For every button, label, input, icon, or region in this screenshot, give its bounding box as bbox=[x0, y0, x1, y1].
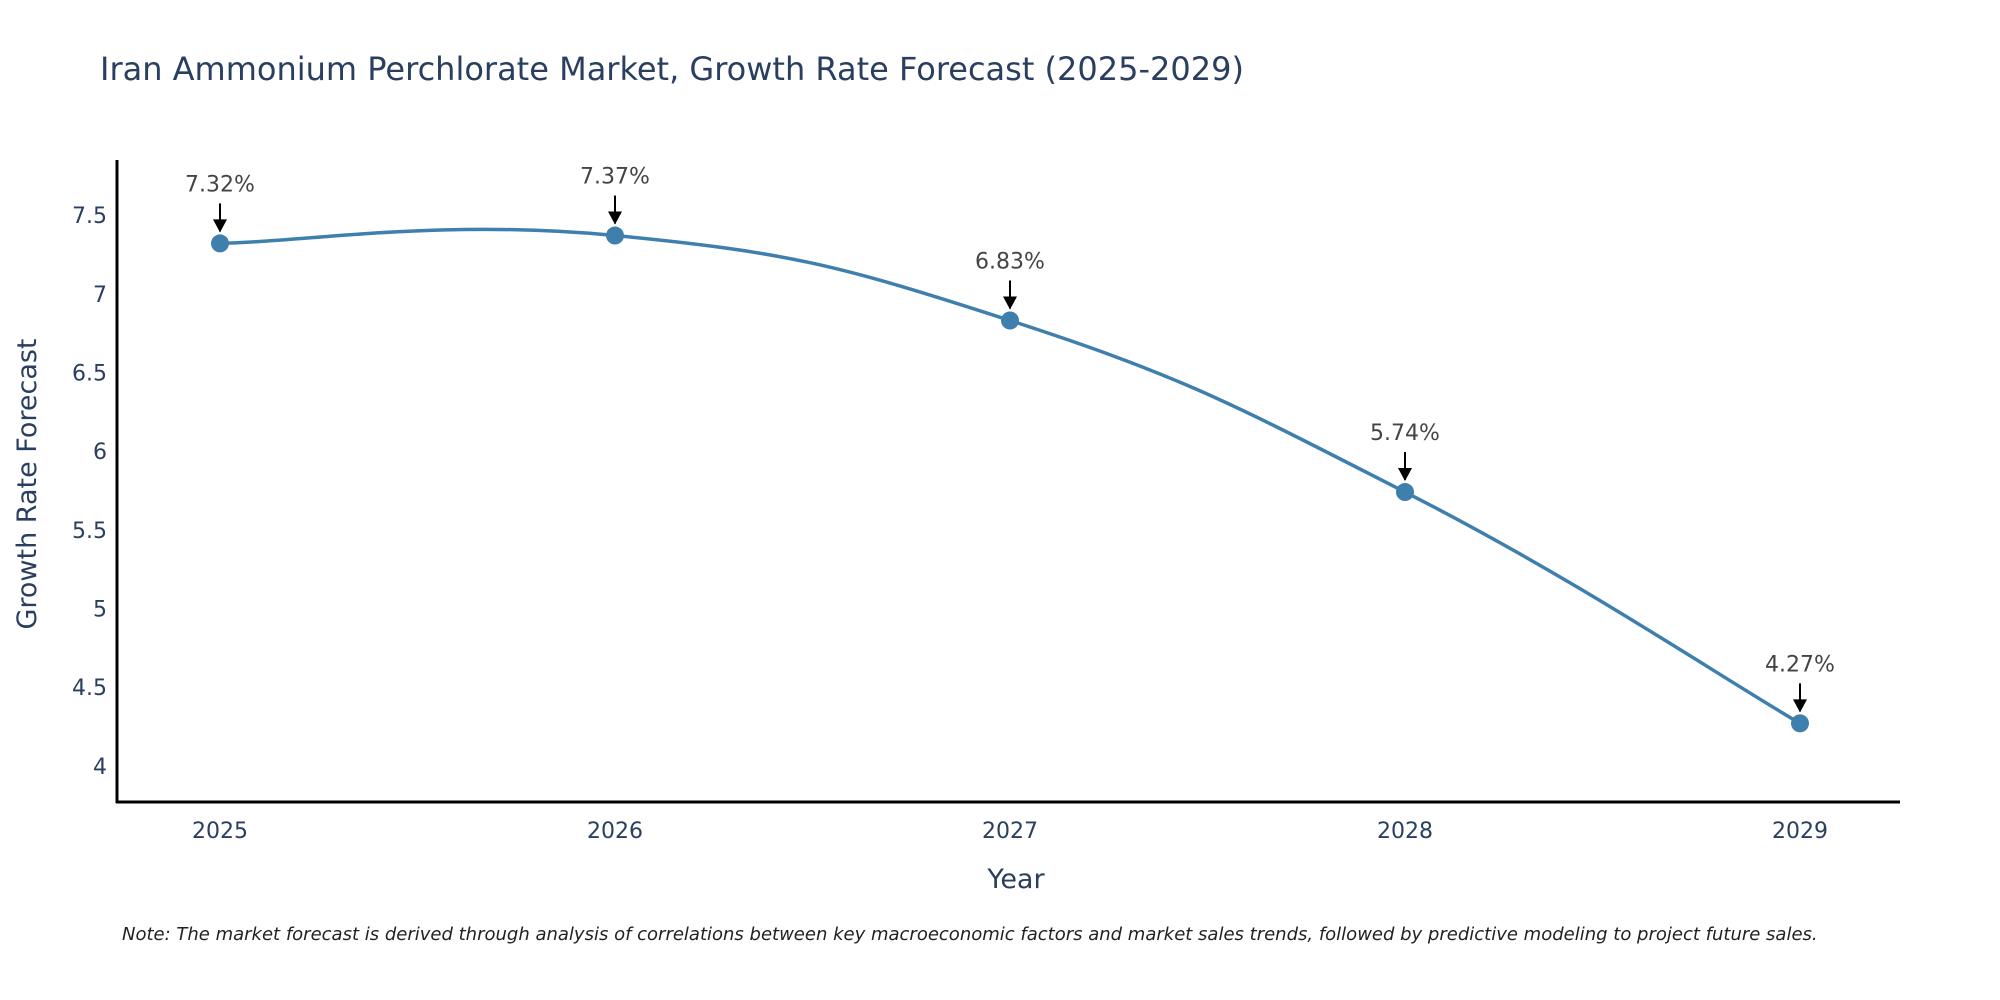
data-label: 7.37% bbox=[580, 165, 650, 190]
y-tick-label: 4.5 bbox=[72, 676, 107, 701]
x-tick-label: 2027 bbox=[982, 819, 1038, 844]
data-label: 5.74% bbox=[1370, 421, 1440, 446]
data-label: 6.83% bbox=[975, 250, 1045, 275]
y-tick-label: 6.5 bbox=[72, 361, 107, 386]
y-tick-label: 6 bbox=[93, 440, 107, 465]
x-axis-title: Year bbox=[986, 864, 1045, 895]
data-point bbox=[1791, 714, 1809, 733]
x-tick-label: 2029 bbox=[1772, 819, 1828, 844]
data-label: 4.27% bbox=[1765, 652, 1835, 677]
plot-area: 4 4.5 5 5.5 6 6.5 7 7.5 2025 2026 2027 2028 2029 7.32… bbox=[72, 160, 1900, 844]
data-point bbox=[1396, 483, 1414, 502]
y-tick-label: 5.5 bbox=[72, 519, 107, 544]
x-tick-label: 2025 bbox=[192, 819, 248, 844]
chart-title: Iran Ammonium Perchlorate Market, Growth… bbox=[100, 50, 1244, 88]
data-label: 7.32% bbox=[185, 172, 255, 197]
y-tick-label: 5 bbox=[93, 597, 107, 622]
data-point bbox=[1001, 311, 1019, 330]
data-point bbox=[606, 226, 624, 245]
y-tick-label: 7 bbox=[93, 283, 107, 308]
y-tick-label: 4 bbox=[93, 755, 107, 780]
y-axis-title: Growth Rate Forecast bbox=[12, 338, 43, 629]
y-tick-label: 7.5 bbox=[72, 204, 107, 229]
x-tick-label: 2026 bbox=[587, 819, 643, 844]
footnote: Note: The market forecast is derived thr… bbox=[122, 924, 1818, 945]
data-point bbox=[211, 234, 229, 253]
x-tick-label: 2028 bbox=[1377, 819, 1433, 844]
